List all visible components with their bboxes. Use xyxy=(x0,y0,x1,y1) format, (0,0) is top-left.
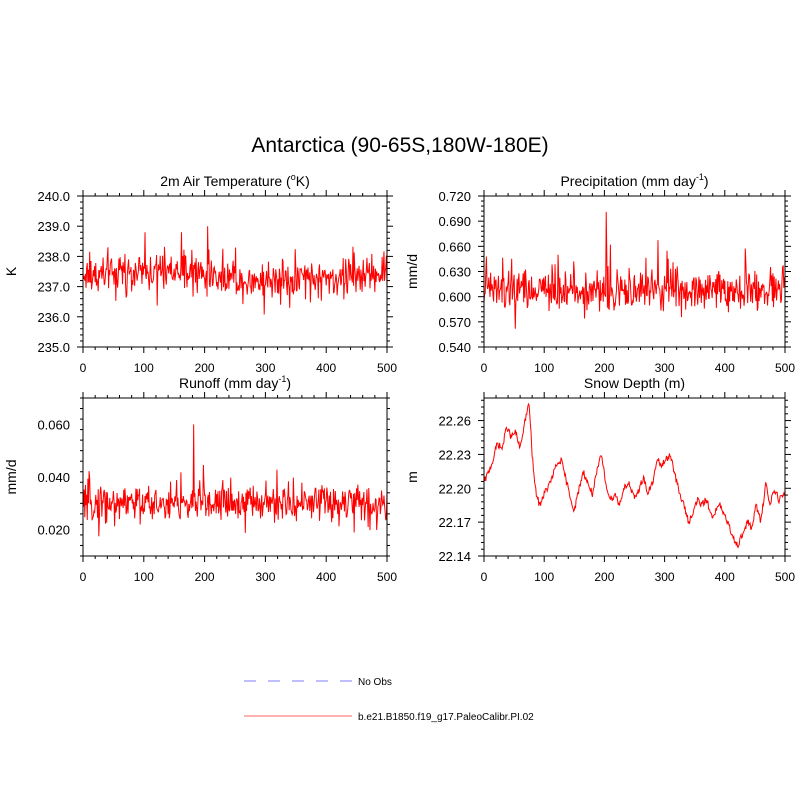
panel-title-main: Runoff (mm day xyxy=(179,375,278,391)
x-tick-label: 100 xyxy=(134,570,154,584)
panel-4: Snow Depth (m) m 0 100 200 300 400 500 22.14 22.1… xyxy=(404,375,795,584)
x-tick-label: 0 xyxy=(80,361,87,375)
panel-3: Runoff (mm day-1) mm/d 0 100 200 300 400 500 0.0… xyxy=(3,374,397,584)
plot-frame xyxy=(82,195,388,348)
x-tick-label: 0 xyxy=(481,361,488,375)
panel-title-main: Snow Depth (m) xyxy=(584,375,685,391)
series-line xyxy=(483,402,786,549)
x-tick-label: 200 xyxy=(594,361,614,375)
series-line xyxy=(82,226,388,315)
panel-title-main: Precipitation (mm day xyxy=(560,173,695,189)
y-tick-label: 0.720 xyxy=(438,189,471,204)
y-tick-label: 0.660 xyxy=(438,239,471,254)
y-tick-label: 0.600 xyxy=(438,290,471,305)
panel-title-unit: ) xyxy=(704,173,709,189)
plot-frame xyxy=(82,397,388,557)
x-tick-label: 200 xyxy=(195,361,215,375)
y-tick-label: 22.23 xyxy=(438,447,471,462)
y-axis-label: K xyxy=(3,266,19,276)
x-tick-label: 100 xyxy=(134,361,154,375)
y-tick-label: 0.540 xyxy=(438,340,471,355)
y-tick-label: 0.570 xyxy=(438,315,471,330)
x-tick-label: 0 xyxy=(481,570,488,584)
panel-title-unit: ) xyxy=(286,375,291,391)
panel-title: Snow Depth (m) xyxy=(584,375,685,391)
panel-title-superscript: -1 xyxy=(696,172,704,182)
plot-frame xyxy=(483,195,786,348)
y-axis-label: mm/d xyxy=(404,254,420,289)
panel-1: 2m Air Temperature (oK) K 0 100 200 300 400 500… xyxy=(3,172,397,375)
y-tick-label: 0.060 xyxy=(37,417,70,432)
legend-label-no-obs: No Obs xyxy=(358,677,392,688)
x-tick-label: 500 xyxy=(377,570,397,584)
x-tick-label: 100 xyxy=(534,570,554,584)
panel-title-unit: K) xyxy=(296,173,310,189)
panel-title-superscript: o xyxy=(291,172,296,182)
y-tick-label: 237.0 xyxy=(37,280,70,295)
x-tick-label: 500 xyxy=(775,361,795,375)
panel-title-main: 2m Air Temperature ( xyxy=(160,173,291,189)
legend-label-model: b.e21.B1850.f19_g17.PaleoCalibr.PI.02 xyxy=(358,712,534,723)
x-tick-label: 400 xyxy=(715,361,735,375)
series-line xyxy=(82,424,388,537)
panel-title: 2m Air Temperature (oK) xyxy=(160,172,309,189)
y-tick-label: 240.0 xyxy=(37,189,70,204)
series-line xyxy=(483,211,786,329)
x-tick-label: 400 xyxy=(715,570,735,584)
x-tick-label: 300 xyxy=(655,361,675,375)
x-tick-label: 200 xyxy=(594,570,614,584)
y-tick-label: 22.14 xyxy=(438,549,471,564)
x-tick-label: 0 xyxy=(80,570,87,584)
y-tick-label: 238.0 xyxy=(37,249,70,264)
y-tick-label: 235.0 xyxy=(37,340,70,355)
panel-title-superscript: -1 xyxy=(278,374,286,384)
x-tick-label: 300 xyxy=(255,570,275,584)
panel-2: Precipitation (mm day-1) mm/d 0 100 200 300 40… xyxy=(404,172,795,375)
y-tick-label: 0.630 xyxy=(438,265,471,280)
legend: No Obs b.e21.B1850.f19_g17.PaleoCalibr.P… xyxy=(244,677,534,723)
y-tick-label: 22.17 xyxy=(438,515,471,530)
y-tick-label: 0.040 xyxy=(37,470,70,485)
y-axis-label: m xyxy=(404,471,420,483)
plot-frame xyxy=(483,397,786,557)
x-tick-label: 300 xyxy=(255,361,275,375)
x-tick-label: 200 xyxy=(195,570,215,584)
y-tick-label: 0.020 xyxy=(37,523,70,538)
y-axis-label: mm/d xyxy=(3,460,19,495)
panel-title: Precipitation (mm day-1) xyxy=(560,172,708,189)
y-tick-label: 239.0 xyxy=(37,219,70,234)
x-tick-label: 400 xyxy=(316,570,336,584)
x-tick-label: 300 xyxy=(655,570,675,584)
x-tick-label: 500 xyxy=(377,361,397,375)
panel-title: Runoff (mm day-1) xyxy=(179,374,291,391)
panels: 2m Air Temperature (oK) K 0 100 200 300 400 500… xyxy=(3,172,795,584)
figure-title: Antarctica (90-65S,180W-180E) xyxy=(251,134,548,157)
x-tick-label: 400 xyxy=(316,361,336,375)
y-tick-label: 22.26 xyxy=(438,414,471,429)
y-tick-label: 0.690 xyxy=(438,214,471,229)
x-tick-label: 500 xyxy=(775,570,795,584)
y-tick-label: 236.0 xyxy=(37,310,70,325)
x-tick-label: 100 xyxy=(534,361,554,375)
y-tick-label: 22.20 xyxy=(438,481,471,496)
